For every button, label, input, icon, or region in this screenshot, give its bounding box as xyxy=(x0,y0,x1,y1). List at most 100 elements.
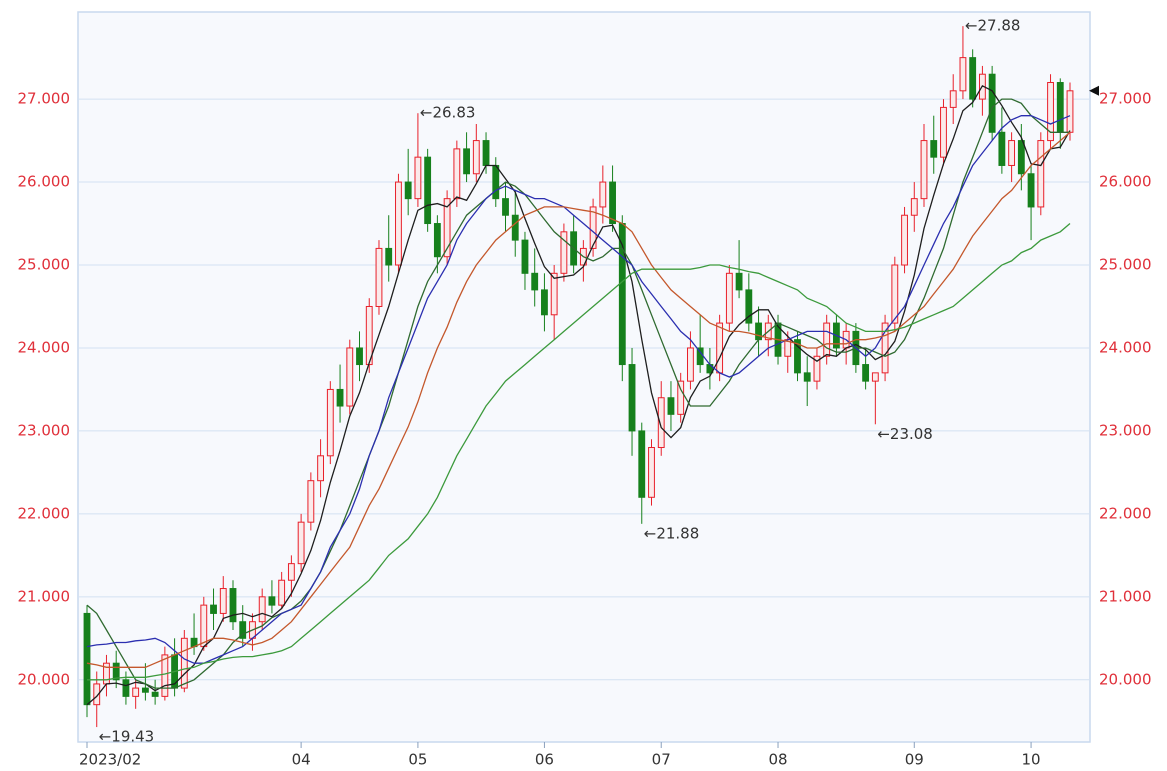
x-tick-label: 06 xyxy=(535,751,554,769)
y2-tick-label: 20.000 xyxy=(1099,670,1152,688)
candle-body xyxy=(502,198,509,216)
y2-tick-label: 26.000 xyxy=(1099,173,1152,191)
moving-average-line xyxy=(86,131,1071,668)
candle-body xyxy=(414,156,422,200)
y2-tick-label: 27.000 xyxy=(1099,90,1152,108)
candle-body xyxy=(395,181,402,266)
y-tick-label: 22.000 xyxy=(18,504,71,522)
candle-body xyxy=(803,372,811,382)
candle-body xyxy=(356,347,363,366)
moving-average-line xyxy=(86,115,1071,664)
x-tick-label: 08 xyxy=(768,751,787,769)
candle-body xyxy=(287,563,295,581)
y-tick-label: 23.000 xyxy=(18,421,71,439)
y-tick-label: 24.000 xyxy=(18,338,71,356)
candle-body xyxy=(901,214,908,266)
y-tick-label: 20.000 xyxy=(18,670,71,688)
candle-body xyxy=(482,140,490,166)
candle-body xyxy=(959,57,967,92)
candle-body xyxy=(472,140,480,175)
x-tick-label: 10 xyxy=(1022,751,1041,769)
extreme-annotation: ←21.88 xyxy=(644,524,700,542)
y-tick-label: 26.000 xyxy=(18,173,71,191)
candle-body xyxy=(531,272,539,291)
candle-body xyxy=(239,621,247,639)
candle-body xyxy=(83,612,91,706)
candle-body xyxy=(969,57,977,100)
candle-body xyxy=(297,521,305,565)
candle-body xyxy=(794,339,801,374)
candle-body xyxy=(920,140,928,200)
candle-body xyxy=(229,588,237,623)
candle-body xyxy=(1056,82,1064,133)
candle-body xyxy=(404,181,412,200)
candle-body xyxy=(317,455,325,482)
candle-body xyxy=(180,637,188,689)
y2-tick-label: 25.000 xyxy=(1099,256,1152,274)
candle-body xyxy=(1017,140,1025,175)
candle-body xyxy=(210,604,217,614)
x-tick-label: 09 xyxy=(905,751,924,769)
candle-body xyxy=(823,322,831,357)
candle-body xyxy=(424,156,432,225)
candle-body xyxy=(375,247,383,307)
candle-body xyxy=(1008,140,1016,166)
candle-body xyxy=(638,430,646,498)
candle-body xyxy=(307,480,315,523)
candle-body xyxy=(122,679,130,697)
candle-body xyxy=(93,683,101,706)
candle-body xyxy=(657,397,665,449)
candle-body xyxy=(268,596,276,606)
candle-body xyxy=(988,73,996,133)
y2-tick-label: 24.000 xyxy=(1099,338,1152,356)
candle-body xyxy=(385,247,393,266)
candle-body xyxy=(492,164,500,200)
candle-body xyxy=(219,588,227,614)
candle-body xyxy=(1066,90,1074,133)
x-tick-label: 04 xyxy=(292,751,311,769)
candle-body xyxy=(648,447,655,498)
candle-body xyxy=(541,289,548,316)
y-tick-label: 21.000 xyxy=(18,587,71,605)
moving-average-line xyxy=(87,223,1071,681)
candle-body xyxy=(161,654,169,697)
candle-body xyxy=(862,364,870,382)
moving-average-line xyxy=(86,84,1071,706)
candle-body xyxy=(589,206,597,249)
extreme-annotation: ←27.88 xyxy=(965,17,1021,35)
candle-body xyxy=(745,289,753,324)
candle-body xyxy=(891,264,899,324)
candle-body xyxy=(112,662,120,681)
y-tick-label: 25.000 xyxy=(18,256,71,274)
x-tick-label: 05 xyxy=(408,751,427,769)
candle-body xyxy=(453,148,461,200)
candle-body xyxy=(813,355,821,382)
x-tick-label: 2023/02 xyxy=(79,751,141,769)
candle-body xyxy=(677,380,685,415)
extreme-annotation: ←19.43 xyxy=(99,728,155,746)
candle-body xyxy=(716,322,724,374)
candle-body xyxy=(725,272,733,324)
last-price-marker xyxy=(1089,85,1099,96)
candle-body xyxy=(326,388,334,457)
candle-body xyxy=(560,231,568,274)
candle-body xyxy=(521,239,529,274)
candle-body xyxy=(550,272,558,316)
plot-area xyxy=(77,11,1091,743)
candle-body xyxy=(278,579,286,606)
candle-body xyxy=(346,347,354,407)
candle-body xyxy=(141,687,149,693)
candle-body xyxy=(336,388,344,407)
candle-body xyxy=(998,131,1006,166)
candle-body xyxy=(599,181,607,208)
candle-body xyxy=(463,148,470,175)
candle-body xyxy=(687,347,694,382)
candle-body xyxy=(949,90,957,108)
candle-body xyxy=(609,181,616,225)
y2-tick-label: 22.000 xyxy=(1099,504,1152,522)
candle-body xyxy=(940,106,947,158)
moving-average-line xyxy=(86,98,1070,689)
y-tick-label: 27.000 xyxy=(18,90,71,108)
